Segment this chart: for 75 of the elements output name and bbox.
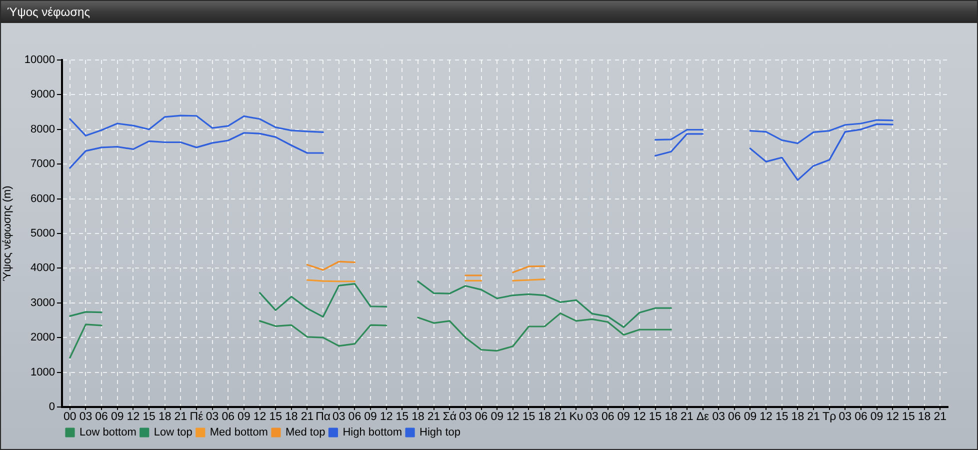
x-tick-label: 06 — [728, 411, 741, 424]
x-tick-label: Πα — [316, 411, 331, 424]
x-tick-label: 15 — [269, 411, 282, 424]
legend-label: Med bottom — [210, 426, 268, 439]
x-tick-label: 03 — [79, 411, 92, 424]
x-tick-label: 18 — [538, 411, 551, 424]
x-tick-label: 09 — [238, 411, 250, 424]
x-tick-label: 21 — [174, 411, 188, 424]
legend-label: Low bottom — [80, 426, 136, 439]
x-tick-label: 12 — [506, 411, 520, 424]
x-tick-label: 18 — [285, 411, 298, 424]
x-tick-label: 21 — [554, 411, 567, 424]
x-tick-label: 03 — [712, 411, 725, 424]
x-tick-label: 09 — [744, 411, 757, 424]
y-tick-label: 2000 — [30, 332, 55, 344]
x-tick-label: 12 — [126, 411, 140, 424]
x-tick-label: 06 — [474, 411, 488, 424]
x-tick-label: 09 — [490, 411, 504, 424]
y-tick-label: 5000 — [30, 228, 55, 240]
x-tick-label: 00 — [64, 411, 76, 424]
x-tick-label: Κυ — [569, 411, 584, 424]
chart-title: Ύψος νέφωσης — [1, 1, 977, 23]
x-tick-label: 21 — [680, 411, 694, 424]
x-tick-label: 18 — [918, 411, 931, 424]
x-tick-label: 03 — [838, 411, 852, 424]
x-tick-label: 15 — [522, 411, 536, 424]
x-tick-label: 09 — [870, 411, 884, 424]
y-tick-label: 8000 — [30, 123, 55, 136]
y-axis-title: Ύψος νέφωσης (m) — [2, 186, 14, 282]
x-tick-label: 03 — [586, 411, 598, 424]
y-tick-label: 10000 — [24, 54, 55, 66]
x-tick-label: 15 — [902, 411, 915, 424]
x-tick-label: 12 — [253, 411, 266, 424]
x-tick-label: 09 — [364, 411, 377, 424]
y-tick-label: 4000 — [30, 262, 55, 274]
x-tick-label: Σά — [442, 411, 457, 424]
x-tick-label: 06 — [95, 411, 108, 424]
x-tick-label: 12 — [633, 411, 646, 424]
legend-label: High bottom — [342, 426, 402, 439]
x-tick-label: 15 — [775, 411, 788, 424]
y-tick-label: 6000 — [30, 192, 55, 205]
x-tick-label: Δε — [696, 411, 710, 424]
y-tick-label: 0 — [48, 401, 55, 414]
x-tick-label: 18 — [412, 411, 424, 424]
x-tick-label: 18 — [158, 411, 172, 424]
x-tick-label: 09 — [617, 411, 630, 424]
x-tick-label: 12 — [760, 411, 772, 424]
x-tick-label: 12 — [380, 411, 393, 424]
x-tick-label: 15 — [648, 411, 662, 424]
legend-label: Med top — [285, 426, 326, 439]
x-tick-label: 06 — [222, 411, 235, 424]
x-tick-label: 21 — [427, 411, 440, 424]
y-tick-label: 9000 — [30, 88, 55, 101]
x-tick-label: 06 — [601, 411, 614, 424]
x-tick-label: 12 — [886, 411, 900, 424]
legend-label: Low top — [154, 426, 192, 439]
x-tick-label: 21 — [934, 411, 946, 424]
x-tick-label: 15 — [396, 411, 409, 424]
x-tick-label: 06 — [348, 411, 362, 424]
x-tick-label: 21 — [807, 411, 820, 424]
y-tick-label: 7000 — [30, 158, 55, 170]
x-tick-label: 18 — [791, 411, 804, 424]
x-tick-label: 03 — [332, 411, 346, 424]
x-tick-label: 18 — [664, 411, 678, 424]
x-tick-label: 03 — [206, 411, 219, 424]
x-tick-label: 21 — [300, 411, 314, 424]
y-tick-label: 1000 — [30, 366, 55, 378]
x-tick-label: Πέ — [190, 411, 204, 424]
x-tick-label: 06 — [854, 411, 868, 424]
legend-label: High top — [420, 426, 461, 439]
x-tick-label: Τρ — [822, 411, 837, 424]
x-tick-label: 15 — [142, 411, 156, 424]
x-tick-label: 03 — [459, 411, 472, 424]
y-tick-label: 3000 — [30, 296, 55, 309]
x-tick-label: 09 — [110, 411, 124, 424]
